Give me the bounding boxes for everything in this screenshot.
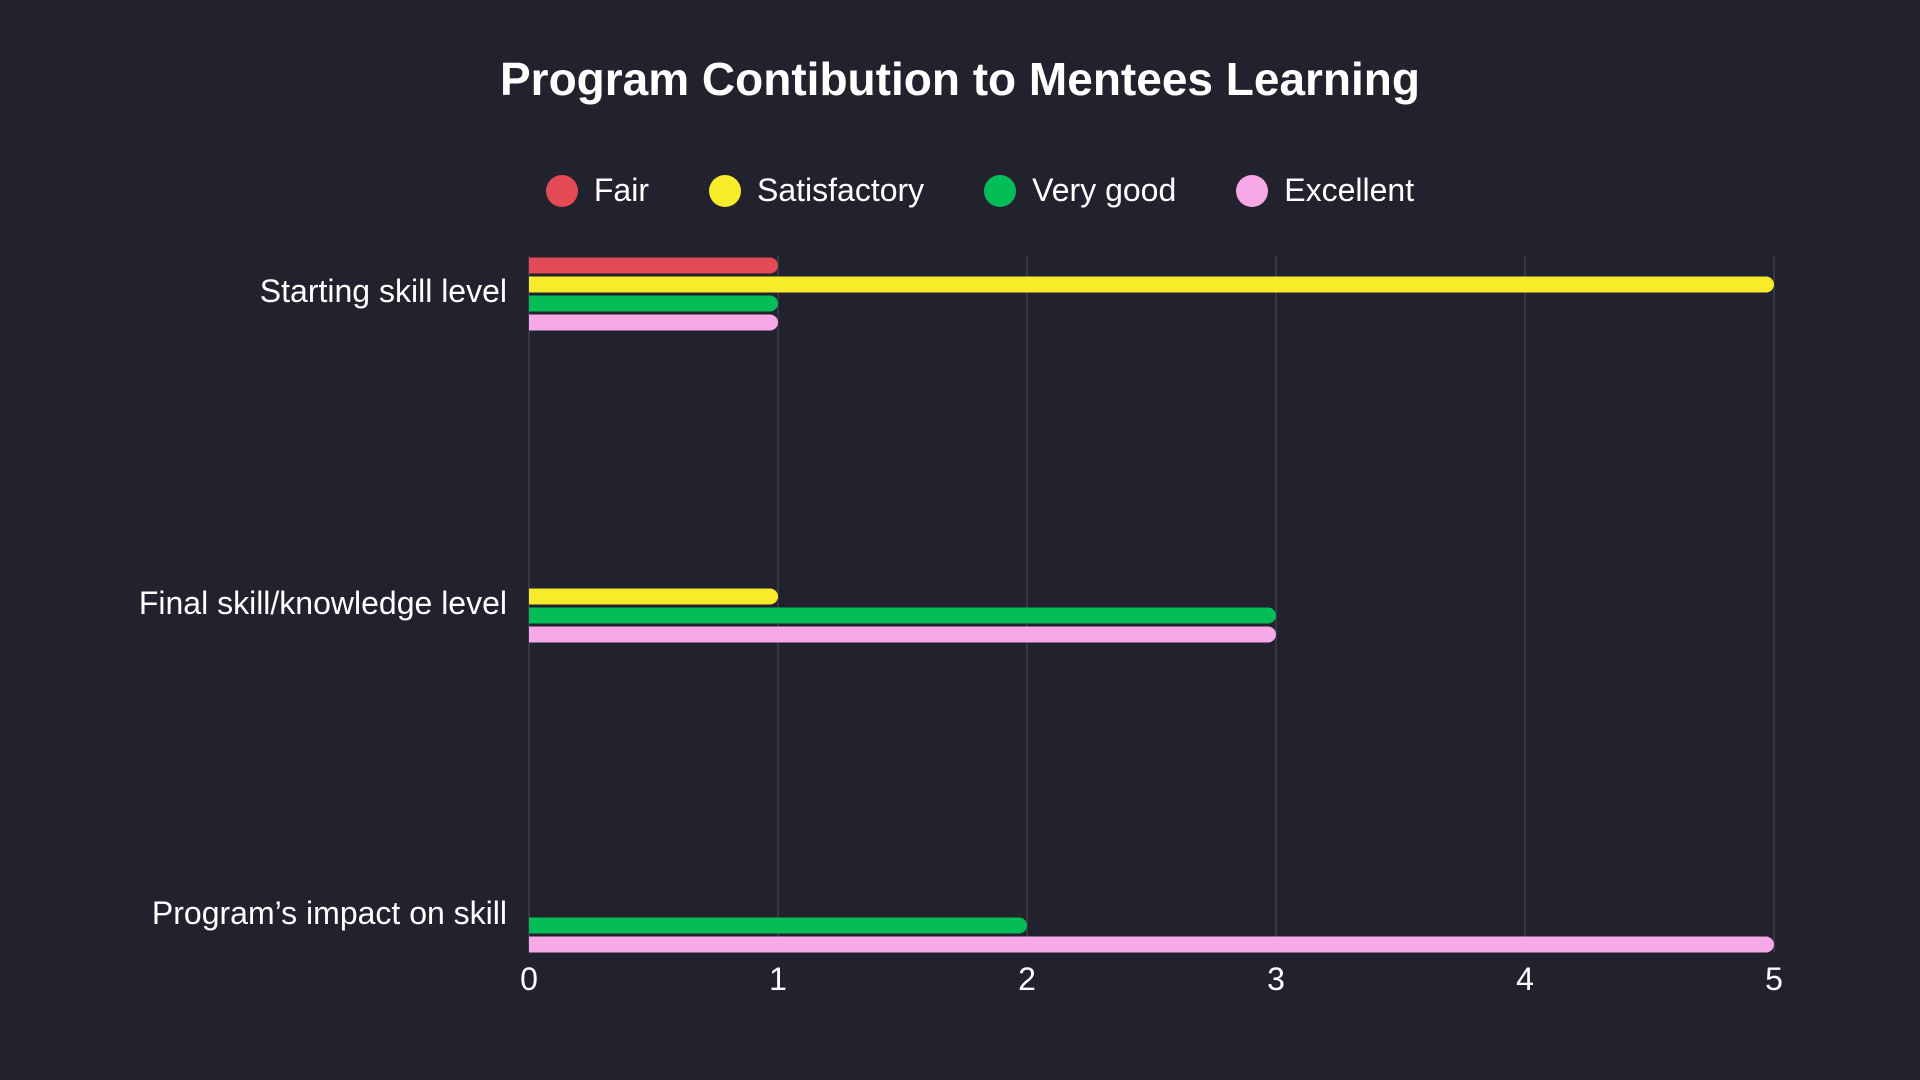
- bar: [529, 588, 778, 605]
- legend-swatch: [545, 174, 578, 207]
- category-label: Program’s impact on skill: [152, 895, 507, 931]
- legend-label: Satisfactory: [756, 172, 925, 208]
- legend: Fair Satisfactory Very good Excellent: [0, 172, 1920, 209]
- legend-item: Satisfactory: [708, 172, 925, 209]
- legend-item: Very good: [984, 172, 1176, 209]
- legend-swatch: [708, 174, 741, 207]
- bar: [529, 257, 778, 274]
- legend-label: Excellent: [1284, 172, 1415, 208]
- bar: [529, 626, 1276, 643]
- bar: [529, 607, 1276, 624]
- bar: [529, 295, 778, 312]
- bar: [529, 917, 1027, 934]
- legend-label: Fair: [593, 172, 649, 208]
- chart-title: Program Contibution to Mentees Learning: [499, 53, 1421, 105]
- x-tick-label: 0: [520, 961, 538, 997]
- category-label: Starting skill level: [260, 273, 507, 309]
- legend-item: Fair: [545, 172, 649, 209]
- legend-swatch: [984, 174, 1017, 207]
- x-tick-label: 3: [1267, 961, 1285, 997]
- x-tick-label: 5: [1765, 961, 1783, 997]
- category-label: Final skill/knowledge level: [139, 585, 507, 621]
- x-tick-label: 2: [1018, 961, 1036, 997]
- bar: [529, 936, 1774, 953]
- legend-swatch: [1236, 174, 1269, 207]
- bar: [529, 314, 778, 331]
- x-tick-label: 4: [1516, 961, 1534, 997]
- legend-item: Excellent: [1236, 172, 1414, 209]
- legend-label: Very good: [1032, 172, 1177, 208]
- x-tick-label: 1: [769, 961, 787, 997]
- bar: [529, 276, 1774, 293]
